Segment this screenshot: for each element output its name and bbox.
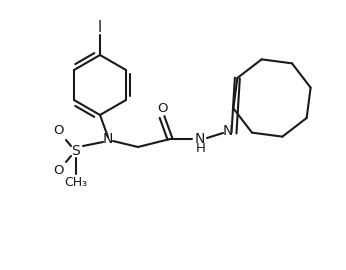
- Text: O: O: [53, 124, 63, 137]
- Text: N: N: [103, 132, 113, 146]
- Text: CH₃: CH₃: [64, 176, 88, 188]
- Text: S: S: [72, 144, 80, 158]
- Text: I: I: [98, 19, 102, 35]
- Text: O: O: [157, 103, 167, 116]
- Text: H: H: [196, 143, 206, 156]
- Text: O: O: [53, 164, 63, 177]
- Text: N: N: [223, 124, 233, 138]
- Text: N: N: [195, 132, 205, 146]
